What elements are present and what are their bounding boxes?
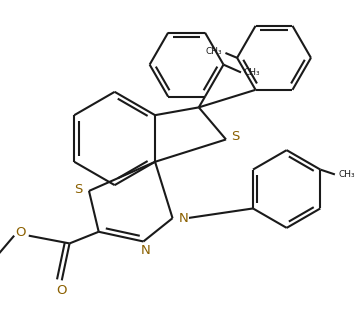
Text: CH₃: CH₃ <box>339 170 355 179</box>
Text: O: O <box>57 284 67 297</box>
Text: N: N <box>141 244 150 257</box>
Text: O: O <box>16 226 26 239</box>
Text: S: S <box>74 183 83 196</box>
Text: S: S <box>231 130 240 143</box>
Text: N: N <box>178 212 188 225</box>
Text: CH₃: CH₃ <box>244 68 261 77</box>
Text: CH₃: CH₃ <box>206 46 222 55</box>
